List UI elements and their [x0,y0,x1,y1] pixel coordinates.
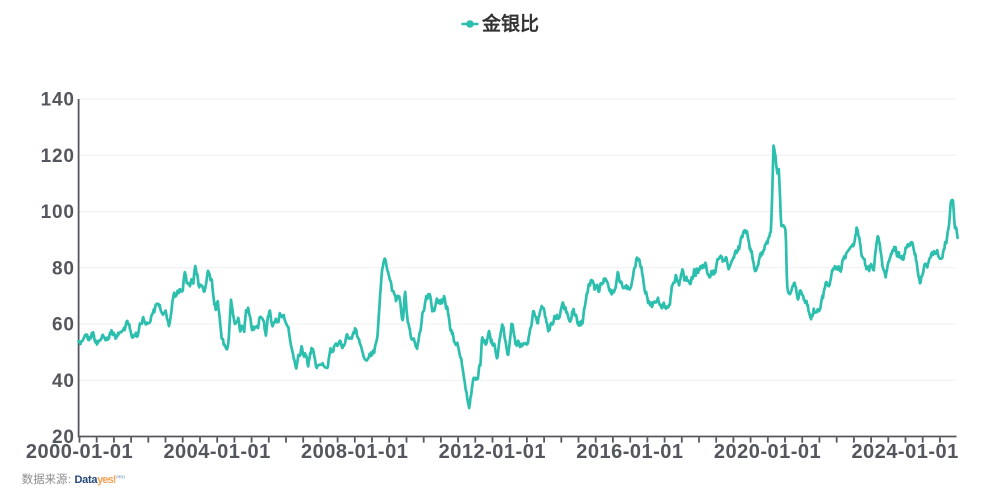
svg-text:数据来源: 数据来源 [22,472,68,486]
svg-text:2000-01-01: 2000-01-01 [26,441,133,463]
svg-text:20: 20 [52,427,75,448]
svg-text:2024-01-01: 2024-01-01 [851,441,958,463]
svg-text:2008-01-01: 2008-01-01 [301,441,408,463]
svg-text:40: 40 [52,371,75,392]
svg-text:2012-01-01: 2012-01-01 [439,441,546,463]
svg-text:2004-01-01: 2004-01-01 [163,441,270,463]
svg-text:80: 80 [52,258,75,279]
svg-text:100: 100 [41,202,75,223]
svg-text:Datayes!PRO: Datayes!PRO [75,474,126,486]
svg-text:金银比: 金银比 [481,12,539,35]
svg-text::: : [68,474,71,486]
svg-text:2016-01-01: 2016-01-01 [576,441,683,463]
svg-text:2020-01-01: 2020-01-01 [714,441,821,463]
svg-text:140: 140 [41,90,75,111]
svg-text:120: 120 [41,146,75,167]
svg-text:60: 60 [52,315,75,336]
